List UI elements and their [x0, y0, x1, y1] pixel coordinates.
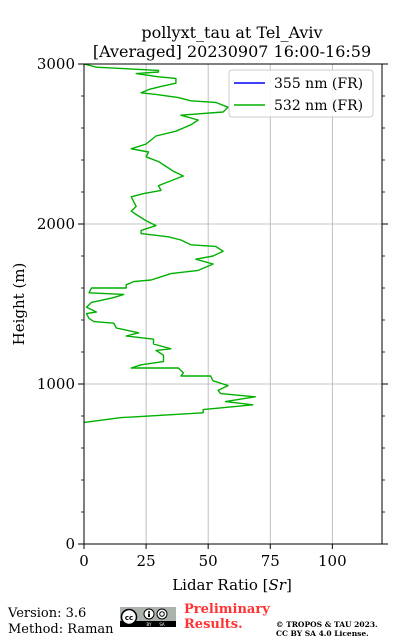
chart-title: pollyxt_tau at Tel_Aviv — [141, 23, 322, 42]
chart-subtitle: [Averaged] 20230907 16:00-16:59 — [93, 42, 371, 61]
plot-area — [84, 64, 382, 544]
x-tick-label: 75 — [261, 552, 280, 570]
copyright-line-2: CC BY SA 4.0 License. — [276, 629, 369, 638]
x-tick-label: 50 — [199, 552, 218, 570]
legend-label: 532 nm (FR) — [274, 98, 363, 114]
preliminary-line-2: Results. — [184, 617, 243, 632]
lidar-ratio-chart: pollyxt_tau at Tel_Aviv [Averaged] 20230… — [10, 23, 388, 594]
legend-label: 355 nm (FR) — [274, 76, 363, 92]
y-tick-label: 2000 — [37, 215, 75, 233]
version-text: Version: 3.6 — [8, 606, 87, 621]
plot-frame — [83, 63, 383, 545]
x-tick-label: 100 — [318, 552, 347, 570]
svg-text:SA: SA — [159, 622, 165, 627]
y-tick-label: 3000 — [37, 55, 75, 73]
version-info: Version: 3.6 Method: Raman — [8, 606, 114, 638]
copyright-notice: © TROPOS & TAU 2023. CC BY SA 4.0 Licens… — [276, 620, 378, 638]
legend: 355 nm (FR) 532 nm (FR) — [228, 69, 374, 118]
svg-text:BY: BY — [147, 622, 153, 627]
x-axis-label: Lidar Ratio [Sr] — [172, 576, 292, 594]
series-line-532 — [83, 63, 257, 424]
preliminary-line-1: Preliminary — [184, 602, 270, 617]
svg-text:cc: cc — [125, 614, 133, 622]
method-text: Method: Raman — [8, 622, 114, 637]
x-tick-label: 0 — [79, 552, 89, 570]
y-tick-label: 0 — [65, 535, 75, 553]
y-tick-label: 1000 — [37, 375, 75, 393]
x-tick-label: 25 — [137, 552, 156, 570]
preliminary-notice: Preliminary Results. — [184, 602, 270, 632]
cc-by-sa-badge-icon: cc BY SA — [120, 607, 176, 627]
copyright-line-1: © TROPOS & TAU 2023. — [276, 620, 378, 629]
series-layer — [83, 63, 257, 424]
y-axis-label: Height (m) — [10, 263, 28, 346]
